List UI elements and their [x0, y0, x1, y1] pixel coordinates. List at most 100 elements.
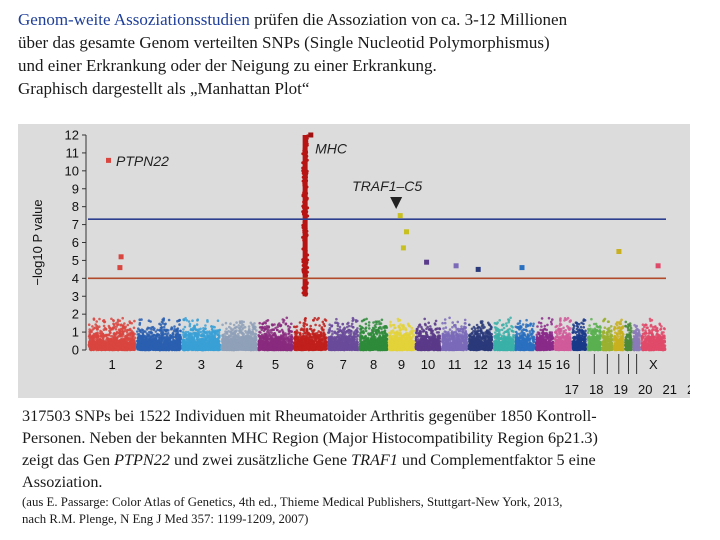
snp-point [88, 345, 91, 349]
snp-point [270, 331, 273, 334]
snp-point [121, 346, 124, 350]
snp-point [116, 318, 120, 322]
snp-point [173, 346, 176, 349]
snp-point [185, 319, 189, 322]
snp-point [112, 322, 115, 326]
snp-point [227, 346, 231, 350]
snp-point [188, 342, 192, 345]
snp-point [164, 322, 167, 326]
snp-point [98, 317, 101, 321]
snp-point [240, 346, 244, 350]
snp-point [270, 323, 274, 326]
snp-point [261, 326, 265, 330]
snp-point [108, 347, 111, 350]
snp-point [175, 328, 178, 332]
snp-point [165, 341, 168, 344]
snp-point [272, 328, 276, 331]
snp-point [184, 332, 188, 336]
snp-point [254, 326, 257, 329]
snp-point [191, 319, 194, 322]
snp-point [158, 322, 161, 326]
snp-point [211, 339, 215, 343]
snp-point [131, 343, 134, 347]
snp-point [121, 330, 125, 333]
snp-point [204, 327, 207, 330]
snp-point [201, 344, 205, 347]
snp-point [208, 331, 211, 334]
snp-point [271, 339, 274, 342]
snp-point [88, 332, 92, 335]
snp-point [280, 348, 283, 351]
snp-point [205, 342, 209, 345]
snp-point [214, 346, 218, 350]
snp-point [133, 336, 137, 340]
snp-point [237, 324, 241, 327]
snp-point [162, 317, 166, 320]
snp-point [179, 344, 182, 348]
snp-point [170, 326, 173, 329]
snp-point [231, 348, 235, 351]
snp-point [201, 332, 204, 336]
snp-point [183, 346, 186, 349]
snp-point [125, 331, 129, 334]
snp-point [128, 327, 132, 331]
snp-point [111, 348, 114, 352]
snp-point [140, 336, 143, 339]
snp-point [277, 341, 281, 345]
snp-point [210, 334, 214, 337]
snp-point [120, 323, 123, 326]
snp-point [238, 343, 241, 346]
snp-point [252, 332, 255, 335]
snp-point [90, 344, 93, 347]
snp-point [309, 324, 313, 328]
snp-point [122, 341, 126, 344]
snp-point [196, 338, 199, 341]
snp-point [229, 322, 232, 325]
snp-point [243, 338, 246, 342]
snp-point [149, 345, 153, 349]
snp-point [166, 332, 170, 335]
snp-point [106, 345, 110, 349]
snp-point [224, 321, 228, 325]
snp-point [193, 324, 196, 328]
snp-point [245, 343, 249, 347]
snp-point [287, 332, 291, 335]
snp-point [232, 323, 236, 327]
snp-point [159, 340, 163, 344]
snp-point [247, 325, 251, 328]
snp-point [95, 339, 99, 343]
snp-point [209, 343, 213, 346]
snp-point [222, 348, 226, 352]
snp-point [99, 345, 102, 348]
snp-point [146, 326, 150, 330]
snp-point [233, 342, 237, 346]
snp-point [110, 345, 113, 349]
snp-point [207, 338, 211, 342]
snp-point [210, 328, 214, 331]
snp-point [215, 331, 219, 334]
snp-point [151, 334, 155, 338]
snp-point [99, 332, 103, 336]
snp-point [106, 347, 109, 351]
snp-point [250, 334, 253, 337]
snp-point [92, 341, 96, 344]
snp-point [152, 346, 155, 349]
snp-point [122, 327, 125, 330]
snp-point [179, 329, 182, 333]
snp-point [163, 341, 166, 344]
snp-point [107, 333, 111, 336]
snp-point [239, 330, 242, 334]
snp-point [294, 333, 297, 337]
snp-point [248, 327, 251, 331]
snp-point [189, 347, 193, 350]
gwas-term: Genom-weite Assoziationsstudien [18, 10, 250, 29]
snp-point [269, 343, 273, 347]
snp-point [258, 347, 261, 351]
snp-point [221, 345, 224, 348]
snp-point [89, 329, 93, 333]
snp-point [166, 338, 169, 341]
snp-point [284, 346, 287, 350]
snp-point [240, 322, 243, 325]
snp-point [182, 333, 185, 337]
